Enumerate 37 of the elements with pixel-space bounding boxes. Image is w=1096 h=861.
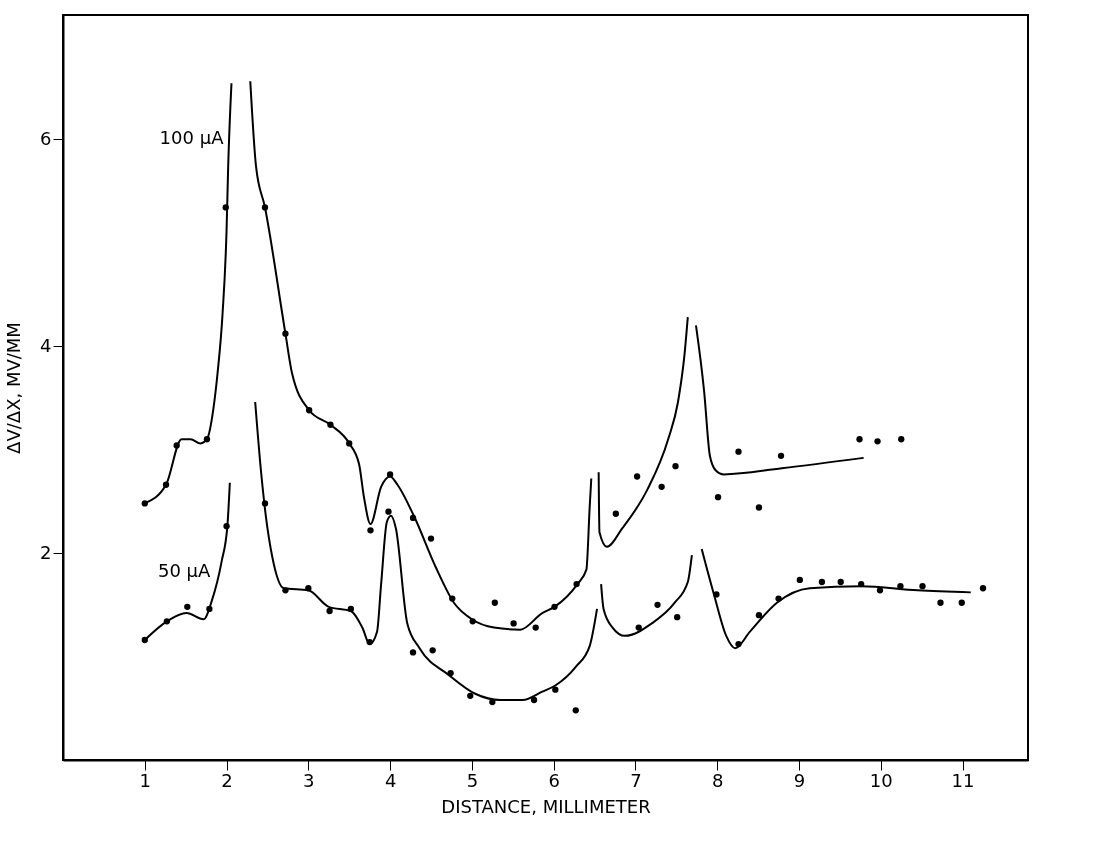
point xyxy=(386,471,394,478)
point xyxy=(714,494,722,501)
point xyxy=(427,535,435,542)
point xyxy=(367,527,374,534)
y-axis-title: ΔV/ΔX, MV/MM xyxy=(3,322,25,454)
x-tick-label: 6 xyxy=(548,769,560,791)
x-axis-title: DISTANCE, MILLIMETER xyxy=(441,795,651,817)
point xyxy=(532,624,539,631)
x-tick-label: 7 xyxy=(630,769,642,791)
annotation: 100 µA xyxy=(159,127,225,149)
x-tick-label: 4 xyxy=(384,769,397,791)
point xyxy=(409,649,417,656)
x-tick-label: 3 xyxy=(303,769,315,791)
x-tick-label: 2 xyxy=(221,769,233,791)
y-tick-label: 4 xyxy=(40,334,52,356)
y-tick-label: 2 xyxy=(40,541,52,563)
x-tick-label: 10 xyxy=(869,769,893,791)
point xyxy=(898,436,905,443)
point xyxy=(326,607,333,615)
point xyxy=(385,508,392,515)
point xyxy=(530,696,538,704)
point xyxy=(755,504,763,511)
x-tick-label: 9 xyxy=(793,769,806,791)
point xyxy=(491,599,498,606)
point xyxy=(552,686,559,693)
x-tick-label: 8 xyxy=(712,769,724,791)
point xyxy=(429,647,436,654)
y-tick-label: 6 xyxy=(40,127,52,149)
annotation: 50 µA xyxy=(157,559,212,581)
point xyxy=(572,707,579,714)
point xyxy=(510,620,517,627)
x-tick-label: 5 xyxy=(466,769,479,791)
point xyxy=(874,438,881,445)
point xyxy=(979,585,987,592)
x-tick-label: 11 xyxy=(951,769,975,791)
x-tick-label: 1 xyxy=(139,769,152,791)
point xyxy=(467,692,474,699)
